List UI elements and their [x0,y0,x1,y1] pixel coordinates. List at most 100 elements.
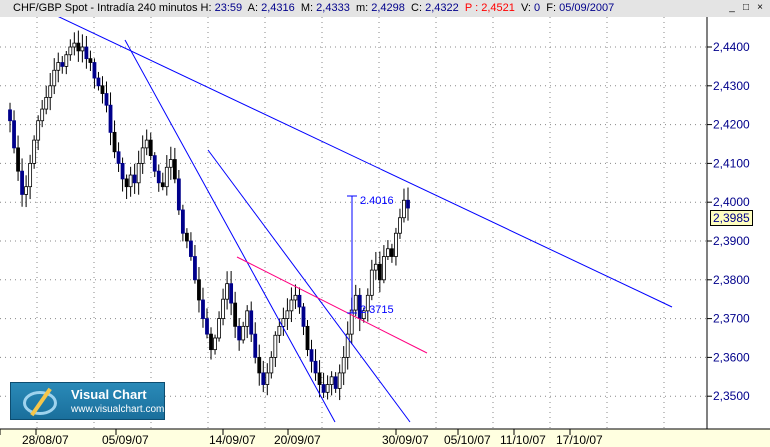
candle [24,186,29,195]
price-chart[interactable]: 2.4016 2.3715 2,44002,43002,42002,41002,… [0,17,770,447]
chart-title-bar: CHF/GBP Spot - Intradía 240 minutos H: 2… [0,0,770,17]
candle [390,248,394,257]
candle [76,42,81,52]
h-value: 23:59 [214,2,243,14]
steep-trendline-2[interactable] [207,149,411,423]
candle [68,46,73,56]
y-tick-label: 2,4400 [713,40,750,54]
candle [72,42,77,48]
m-label: M: [300,2,314,14]
p-label: P : [464,2,479,14]
candle [313,360,318,374]
candle [345,333,350,358]
candle [144,139,149,149]
candle [333,376,338,389]
date-value: 05/09/2007 [559,2,615,14]
candle [36,120,41,141]
candle [245,310,250,327]
maximize-button[interactable]: □ [742,2,750,13]
candle [213,337,217,351]
candle [148,139,153,157]
candle [48,85,53,98]
candle [172,159,177,180]
steep-trendline-1[interactable] [124,39,336,423]
x-tick-label: 30/09/07 [382,433,429,447]
candle [341,356,346,374]
candle [80,46,85,52]
candle [88,58,93,63]
symbol-label: CHF/GBP Spot - Intradía 240 minutos [13,2,198,14]
candle [44,97,49,110]
candle [156,170,161,184]
candle [64,54,69,67]
close-value: 2,4322 [425,2,459,14]
candle [237,325,242,341]
y-tick-label: 2,4300 [713,79,750,93]
candle [124,178,129,188]
minimize-button[interactable]: _ [729,2,735,13]
candle [8,109,12,122]
candle [136,162,141,184]
candle [373,263,378,271]
candle [52,69,57,87]
mm-label: m: [355,2,369,14]
candle [377,263,382,281]
candle [96,77,101,87]
candle [201,299,205,320]
candle [353,294,358,311]
a-label: A: [247,2,259,14]
x-tick-label: 05/10/07 [444,433,491,447]
candle [249,310,254,335]
candle [28,162,33,188]
candle [253,333,258,358]
candle [120,162,125,180]
candle [394,232,398,257]
y-tick-label: 2,3800 [713,273,750,287]
candle [241,325,246,341]
measure-low-label: 2.3715 [360,304,394,316]
f-label: F: [546,2,557,14]
low-value: 2,4298 [371,2,405,14]
h-label: H: [200,2,212,14]
y-tick-label: 2,4200 [713,118,750,132]
y-tick-label: 2,4100 [713,156,750,170]
long-trendline[interactable] [55,17,673,308]
candle [108,104,113,133]
open-value: 2,4316 [261,2,295,14]
y-tick-label: 2,3900 [713,234,750,248]
candle [402,199,406,219]
candle [164,166,169,188]
candle [184,232,189,242]
candle [40,108,45,122]
candle [317,372,322,385]
candle [225,283,230,300]
x-tick-label: 17/10/07 [556,433,603,447]
visual-chart-logo: Visual Chart www.visualchart.com [10,382,165,420]
candle [305,325,310,351]
current-price-tag: 2,3985 [710,210,753,226]
candle [56,62,61,71]
price-axis: 2,4400 2,4300 2,4200 2,4100 2,4000 2,3900 2,38… [707,40,750,403]
candle [233,302,238,327]
candle [361,310,366,319]
candle [257,356,262,374]
candles [8,30,410,401]
pink-trendline[interactable] [236,256,428,354]
candle [180,209,185,234]
candle [281,318,286,327]
candle [406,199,410,209]
candle [221,298,225,320]
grid [0,17,707,429]
candle [349,309,354,335]
time-axis: 0028/08/0705/09/0714/09/0720/09/0730/09/… [0,429,603,447]
candle [160,182,165,188]
candle [20,170,24,195]
trendlines: 2.4016 2.3715 [55,17,673,423]
v-label: V: [520,2,531,14]
y-tick-label: 2,3700 [713,312,750,326]
close-button[interactable]: × [757,2,763,13]
candle [365,294,370,312]
y-tick-label: 2,4000 [713,195,750,209]
candle [261,372,266,385]
measure-high-label: 2.4016 [360,195,394,207]
